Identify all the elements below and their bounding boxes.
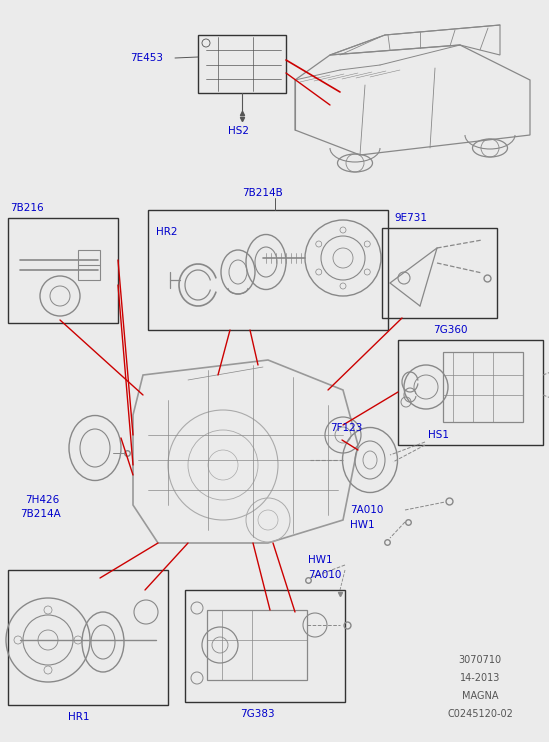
Text: HW1: HW1 <box>308 555 333 565</box>
Text: 7A010: 7A010 <box>350 505 383 515</box>
Bar <box>8 570 168 705</box>
Text: 14-2013: 14-2013 <box>460 673 500 683</box>
Text: HR2: HR2 <box>156 227 177 237</box>
Bar <box>207 610 307 680</box>
Bar <box>148 210 388 330</box>
Bar <box>198 35 286 93</box>
Text: 7F123: 7F123 <box>330 423 362 433</box>
Text: HS2: HS2 <box>228 126 249 136</box>
Text: 7B214B: 7B214B <box>242 188 283 198</box>
Text: MAGNA: MAGNA <box>462 691 498 701</box>
Text: 9E731: 9E731 <box>394 213 427 223</box>
Bar <box>8 218 118 323</box>
Text: HW1: HW1 <box>350 520 374 530</box>
Text: 7H426: 7H426 <box>25 495 59 505</box>
Bar <box>185 590 345 702</box>
Bar <box>398 340 543 445</box>
Text: HS1: HS1 <box>428 430 449 440</box>
Text: 7B214A: 7B214A <box>20 509 61 519</box>
Text: 7G383: 7G383 <box>240 709 274 719</box>
Bar <box>443 352 523 422</box>
Text: 3070710: 3070710 <box>458 655 502 665</box>
Text: C0245120-02: C0245120-02 <box>447 709 513 719</box>
Text: 7G360: 7G360 <box>433 325 468 335</box>
Text: 7A010: 7A010 <box>308 570 341 580</box>
Text: 7B216: 7B216 <box>10 203 43 213</box>
Text: 7E453: 7E453 <box>130 53 163 63</box>
Bar <box>78 250 100 280</box>
Text: HR1: HR1 <box>68 712 89 722</box>
Bar <box>382 228 497 318</box>
